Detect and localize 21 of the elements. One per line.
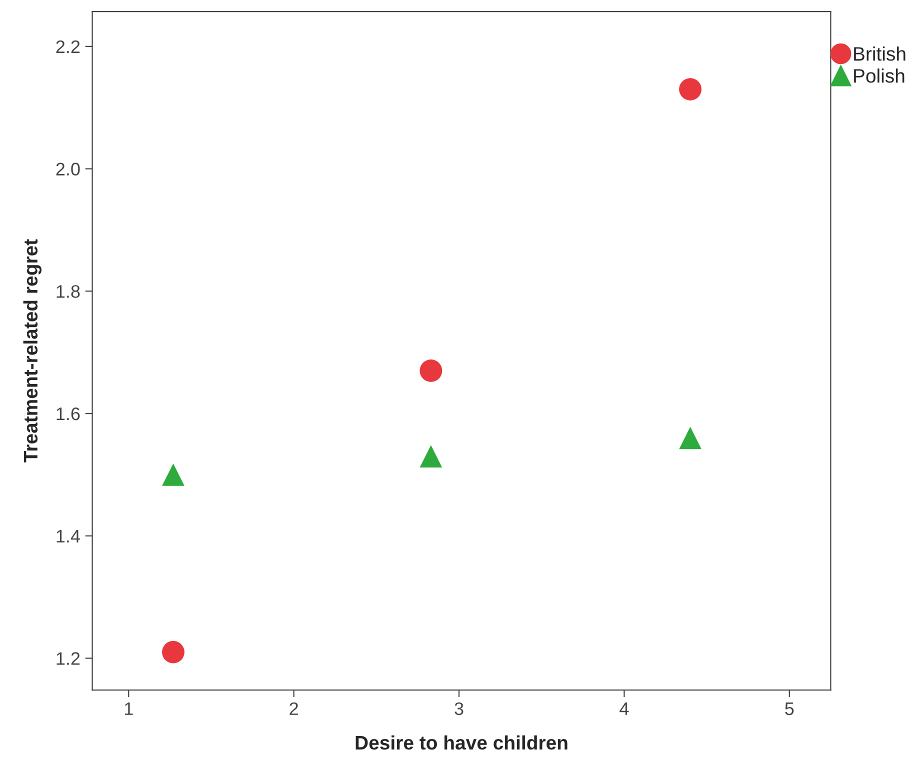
point	[679, 426, 702, 450]
legend-label: Polish	[854, 68, 904, 83]
y-tick-label: 1.6	[56, 407, 80, 420]
x-tick-label: 3	[454, 702, 464, 716]
y-tick-label: 1.2	[56, 652, 80, 665]
x-tick-label: 1	[125, 702, 133, 715]
x-axis-title: Desire to have children	[356, 735, 568, 750]
y-tick-label: 1.8	[56, 285, 80, 298]
point	[420, 359, 442, 382]
legend-label: British	[854, 46, 906, 61]
point	[162, 640, 184, 664]
x-tick-label: 2	[290, 702, 298, 715]
point	[162, 463, 184, 486]
y-tick-label: 2.2	[56, 40, 80, 53]
y-axis-title: Treatment-related regret	[23, 239, 42, 462]
y-tick-label: 2.0	[56, 162, 80, 176]
x-tick-label: 4	[620, 702, 629, 715]
y-tick-label: 1.4	[56, 530, 80, 542]
x-tick-label: 5	[785, 702, 794, 716]
point	[679, 78, 702, 100]
point	[420, 445, 442, 468]
